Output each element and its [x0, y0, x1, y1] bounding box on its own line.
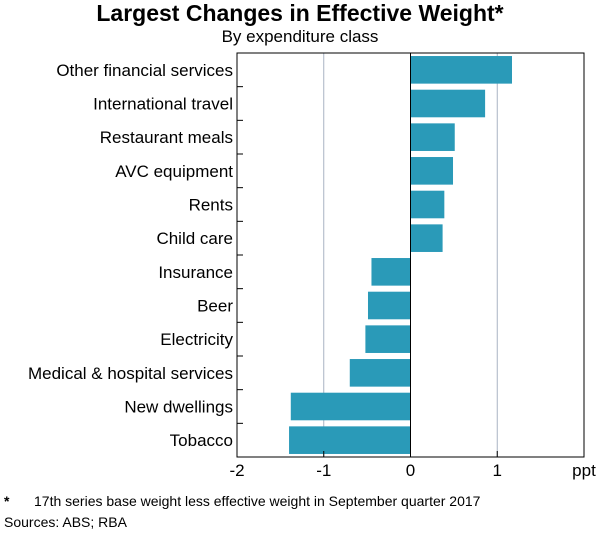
category-label: Tobacco	[170, 431, 233, 450]
category-label: International travel	[93, 95, 233, 114]
footnote-text: 17th series base weight less effective w…	[34, 493, 481, 509]
x-tick-label: 0	[406, 461, 415, 480]
bars-group	[289, 56, 512, 454]
bar	[371, 258, 411, 286]
category-label: Restaurant meals	[100, 128, 233, 147]
category-label: New dwellings	[124, 398, 233, 417]
bar	[410, 89, 486, 118]
bar	[410, 224, 443, 252]
category-label: Child care	[156, 229, 233, 248]
bar	[365, 325, 411, 353]
bar	[410, 56, 512, 84]
plot-frame	[236, 52, 585, 458]
chart-title: Largest Changes in Effective Weight*	[96, 0, 504, 26]
category-label: Other financial services	[56, 61, 233, 80]
bar	[410, 157, 454, 185]
bar	[367, 291, 411, 320]
category-labels: Other financial services International tr…	[28, 61, 234, 450]
gridlines	[323, 53, 498, 457]
category-label: Beer	[197, 297, 233, 316]
x-tick-label: 1	[493, 461, 502, 480]
category-label: Electricity	[160, 330, 233, 349]
chart-subtitle: By expenditure class	[221, 27, 379, 46]
x-tick-labels: -2 -1 0 1	[229, 461, 502, 480]
footnote: * 17th series base weight less effective …	[4, 492, 480, 510]
bar	[410, 190, 445, 219]
category-label: AVC equipment	[115, 162, 233, 181]
footnote-marker: *	[4, 493, 10, 509]
category-label: Medical & hospital services	[28, 364, 233, 383]
bar	[289, 426, 411, 454]
bar	[410, 123, 455, 151]
category-label: Insurance	[158, 263, 233, 282]
x-axis-unit-label: ppt	[572, 461, 596, 480]
sources-note: Sources: ABS; RBA	[4, 514, 127, 530]
category-label: Rents	[189, 196, 233, 215]
x-tick-label: -1	[316, 461, 331, 480]
x-tick-label: -2	[229, 461, 244, 480]
bar	[290, 392, 411, 421]
bar	[349, 359, 411, 387]
